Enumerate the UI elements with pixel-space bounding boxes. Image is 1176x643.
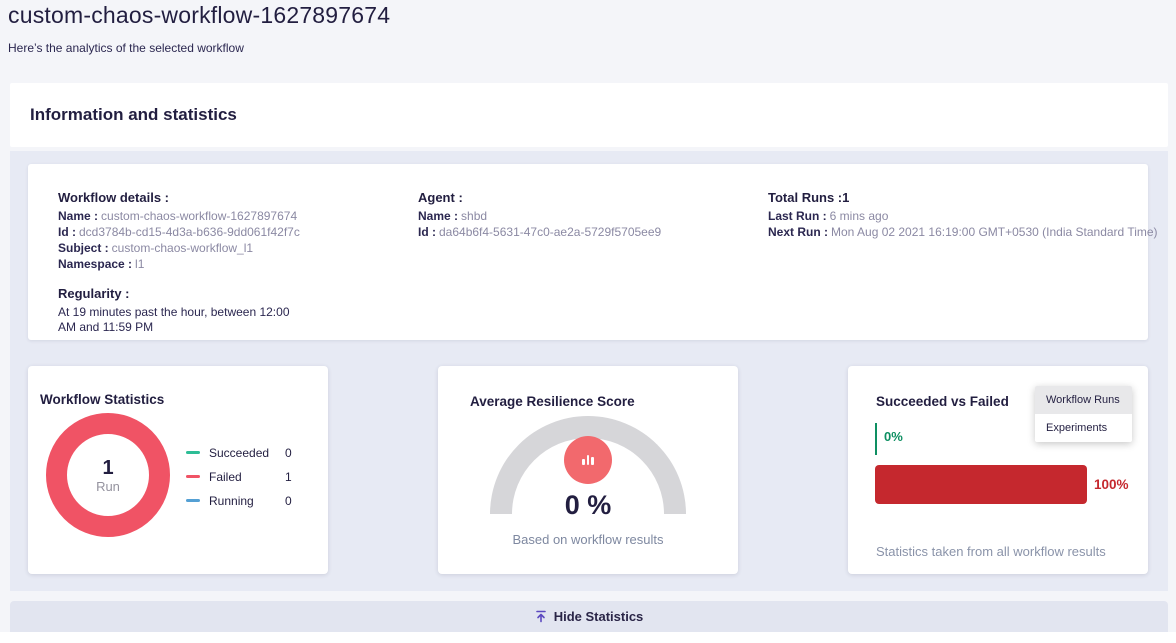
workflow-info-card: Workflow details : Name : custom-chaos-wo…	[28, 164, 1158, 340]
bar-chart-icon	[564, 436, 612, 484]
succeeded-vs-failed-footer: Statistics taken from all workflow resul…	[876, 544, 1106, 559]
menu-item-experiments[interactable]: Experiments	[1046, 422, 1108, 434]
statistics-panel: Workflow details : Name : custom-chaos-wo…	[10, 151, 1168, 591]
succeeded-vs-failed-card: Succeeded vs Failed Workflow Runs Experi…	[848, 366, 1148, 574]
workflow-name-row: Name : custom-chaos-workflow-1627897674	[58, 209, 298, 223]
resilience-score-subtitle: Based on workflow results	[512, 532, 664, 547]
succeeded-vs-failed-title: Succeeded vs Failed	[876, 394, 1009, 409]
page-title: custom-chaos-workflow-1627897674	[8, 2, 391, 28]
legend-row-running: Running 0	[186, 494, 292, 508]
regularity-text: At 19 minutes past the hour, between 12:…	[58, 305, 290, 334]
agent-heading: Agent :	[418, 190, 463, 205]
donut-center-value: 1	[102, 456, 114, 479]
agent-name-row: Name : shbd	[418, 209, 488, 223]
failed-dash-icon	[186, 474, 200, 479]
workflow-statistics-title: Workflow Statistics	[40, 392, 165, 407]
agent-column: Agent : Name : shbd Id : da64b6f4-5631-47c…	[418, 190, 748, 241]
workflow-runs-donut-chart: 1 Run	[46, 413, 170, 537]
bottom-strip	[0, 632, 1176, 643]
legend-row-succeeded: Succeeded 0	[186, 446, 292, 460]
succeeded-bar	[875, 423, 877, 455]
workflow-statistics-card: Workflow Statistics 1 Run Succeeded 0 Fa…	[28, 366, 328, 574]
regularity-block: Regularity : At 19 minutes past the hour…	[58, 286, 338, 335]
workflow-details-column: Workflow details : Name : custom-chaos-wo…	[58, 190, 338, 335]
workflow-subject-row: Subject : custom-chaos-workflow_l1	[58, 241, 254, 255]
donut-legend: Succeeded 0 Failed 1 Running 0	[186, 446, 292, 518]
last-run-row: Last Run :6 mins ago	[768, 209, 889, 223]
hide-statistics-label: Hide Statistics	[553, 609, 644, 624]
succeeded-percentage: 0%	[884, 429, 903, 444]
failed-percentage: 100%	[1094, 477, 1129, 492]
next-run-row: Next Run : Mon Aug 02 2021 16:19:00 GMT+0…	[768, 225, 1158, 239]
succeeded-dash-icon	[186, 450, 200, 455]
results-filter-dropdown: Workflow Runs Experiments	[1035, 386, 1132, 442]
resilience-score-value: 0 %	[564, 490, 612, 520]
resilience-score-title: Average Resilience Score	[470, 394, 635, 409]
menu-item-workflow-runs[interactable]: Workflow Runs	[1035, 386, 1132, 414]
total-runs-heading: Total Runs :1	[768, 190, 850, 205]
section-heading: Information and statistics	[30, 105, 237, 124]
running-dash-icon	[186, 498, 200, 503]
workflow-details-heading: Workflow details :	[58, 190, 169, 205]
workflow-id-row: Id : dcd3784b-cd15-4d3a-b636-9dd061f42f7c	[58, 225, 300, 239]
regularity-heading: Regularity :	[58, 286, 130, 301]
agent-id-row: Id : da64b6f4-5631-47c0-ae2a-5729f5705ee9	[418, 225, 662, 239]
workflow-namespace-row: Namespace : l1	[58, 257, 145, 271]
page-subtitle: Here’s the analytics of the selected wor…	[8, 41, 244, 55]
collapse-up-icon	[535, 610, 547, 623]
failed-bar	[875, 465, 1087, 504]
total-runs-column: Total Runs :1 Last Run :6 mins ago Next …	[768, 190, 1158, 241]
resilience-score-card: Average Resilience Score 0 % Based on wo…	[438, 366, 738, 574]
hide-statistics-button[interactable]: Hide Statistics	[10, 601, 1168, 632]
legend-row-failed: Failed 1	[186, 470, 292, 484]
donut-center-label: Run	[96, 478, 120, 494]
information-statistics-section: Information and statistics	[10, 83, 1168, 147]
